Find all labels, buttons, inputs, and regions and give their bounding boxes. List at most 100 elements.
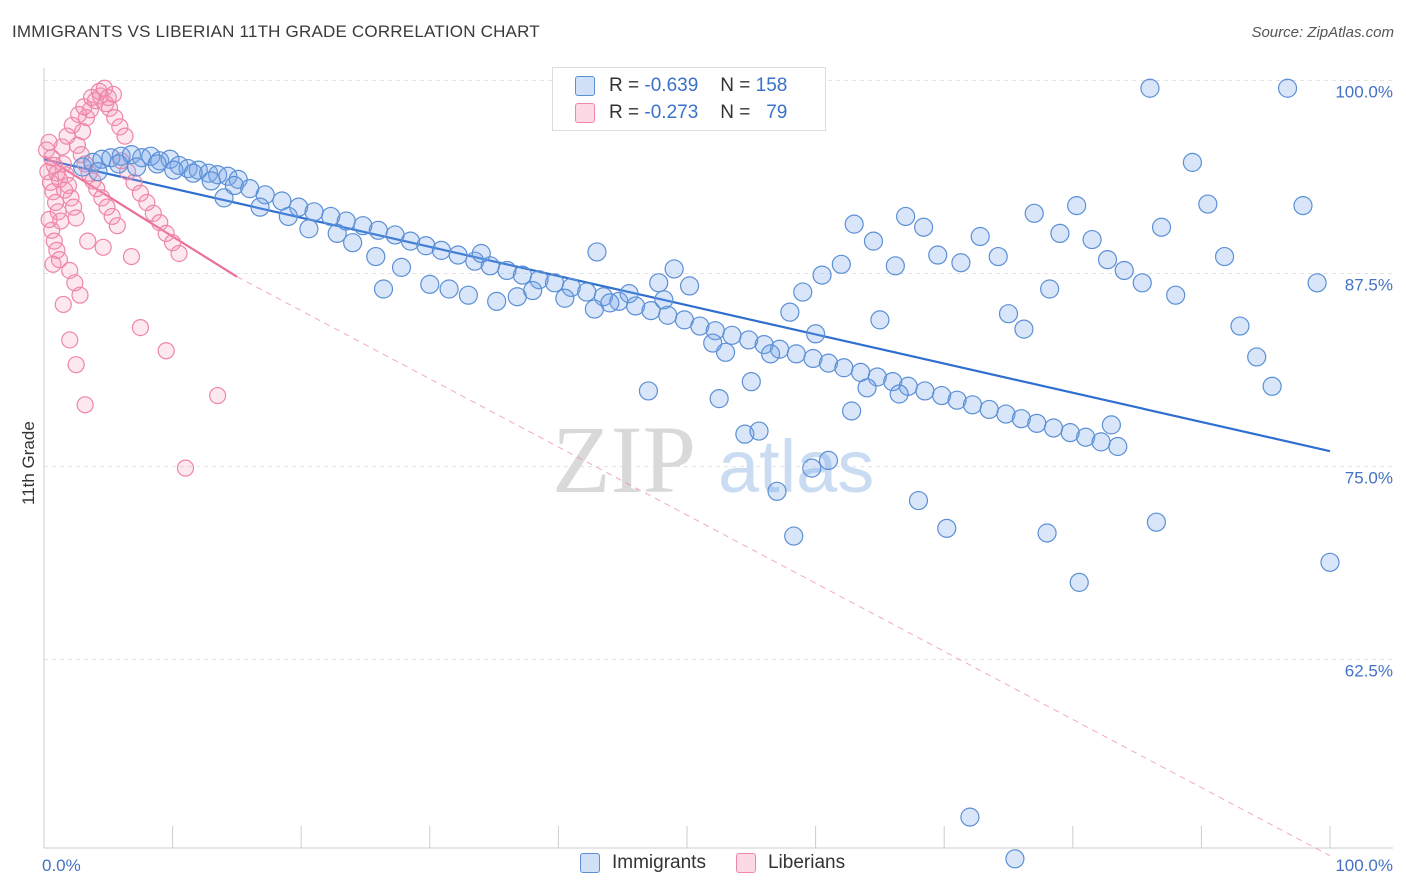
liberians-point	[55, 181, 74, 199]
immigrants-point	[960, 807, 980, 827]
liberians-point	[108, 217, 126, 235]
immigrants-point	[749, 421, 769, 441]
immigrants-point	[1060, 423, 1080, 443]
immigrants-point	[458, 285, 478, 305]
immigrants-point	[722, 325, 742, 345]
immigrants-point	[1132, 273, 1152, 293]
legend-stats: R = -0.639 N = 158 R = -0.273 N = 79	[552, 67, 826, 131]
liberians-point	[100, 99, 119, 117]
liberians-point	[138, 193, 156, 212]
tick-labels: 100.0% 87.5% 75.0% 62.5% 0.0% 100.0%	[42, 83, 1393, 875]
liberians-point	[95, 79, 114, 97]
immigrants-point	[255, 185, 275, 205]
liberians-point	[122, 247, 141, 266]
liberians-point	[144, 204, 162, 222]
immigrants-point	[201, 171, 221, 191]
chart-title: IMMIGRANTS VS LIBERIAN 11TH GRADE CORREL…	[12, 22, 540, 41]
liberians-point	[40, 133, 58, 151]
liberians-point	[50, 170, 69, 188]
liberians-point	[164, 234, 182, 252]
immigrants-point	[1214, 246, 1235, 267]
legend-r-label: R =	[609, 75, 640, 96]
axes	[43, 68, 1393, 849]
immigrants-point	[523, 280, 543, 301]
immigrants-point	[996, 404, 1016, 424]
liberians-point	[176, 459, 195, 477]
immigrants-point	[577, 282, 597, 302]
liberians-point	[44, 255, 62, 273]
immigrants-point	[101, 148, 121, 168]
immigrants-point	[690, 316, 710, 336]
immigrants-point	[1108, 436, 1128, 457]
immigrants-point	[448, 245, 468, 265]
liberians-points	[37, 79, 227, 477]
liberians-point	[125, 173, 143, 192]
legend-r-value: -0.639	[644, 75, 699, 96]
immigrants-point	[754, 334, 774, 355]
immigrants-point	[391, 257, 412, 277]
y-axis-label: 11th Grade	[19, 421, 38, 505]
immigrants-point	[108, 154, 129, 174]
liberians-point	[131, 319, 150, 337]
y-tick-label: 100.0%	[1335, 83, 1393, 102]
immigrants-point	[947, 390, 967, 410]
immigrants-point	[1140, 78, 1160, 98]
immigrants-point	[487, 291, 507, 311]
immigrants-point	[760, 344, 781, 364]
watermark-atlas: atlas	[718, 425, 874, 508]
immigrants-point	[1230, 316, 1250, 336]
legend-swatch-liberians	[575, 103, 595, 123]
immigrants-point	[988, 246, 1008, 267]
liberians-point	[76, 396, 94, 414]
immigrants-point	[741, 372, 761, 392]
immigrants-point	[834, 358, 854, 378]
immigrants-point	[780, 302, 800, 322]
immigrants-point	[600, 293, 620, 313]
liberians-point	[157, 342, 175, 360]
liberians-point	[67, 356, 85, 374]
liberians-point	[98, 198, 116, 216]
immigrants-point	[1277, 78, 1298, 98]
liberians-point	[104, 85, 123, 104]
immigrants-point	[1101, 415, 1121, 435]
immigrants-point	[416, 236, 436, 256]
immigrants-point	[1320, 552, 1340, 572]
legend-item-immigrants: Immigrants	[580, 852, 706, 874]
immigrants-point	[739, 330, 759, 350]
legend-n-value: 158	[755, 75, 788, 96]
immigrants-point	[937, 518, 957, 538]
immigrants-points	[72, 78, 1340, 869]
immigrants-point	[818, 353, 839, 373]
immigrants-point	[767, 481, 787, 501]
immigrants-point	[896, 206, 916, 227]
immigrants-point	[1091, 432, 1111, 452]
immigrants-point	[299, 219, 319, 239]
immigrants-point	[885, 256, 905, 276]
immigrants-point	[561, 277, 581, 298]
immigrants-point	[141, 146, 161, 166]
immigrants-point	[857, 378, 877, 398]
immigrants-point	[304, 202, 324, 222]
immigrants-point	[1182, 152, 1202, 172]
immigrants-point	[1146, 512, 1166, 532]
y-tick-label: 75.0%	[1345, 469, 1393, 488]
immigrants-point	[1067, 196, 1087, 216]
immigrants-point	[1005, 849, 1025, 869]
legend-swatch-liberians	[735, 853, 756, 873]
legend-row-liberians: R = -0.273 N = 79	[575, 99, 787, 127]
legend-item-liberians: Liberians	[735, 852, 845, 874]
liberians-point	[61, 331, 79, 349]
legend-swatch-immigrants	[575, 76, 595, 96]
immigrants-point	[1262, 376, 1282, 396]
legend-swatch-immigrants	[580, 853, 600, 873]
liberians-point	[157, 224, 175, 243]
legend-n-label: N =	[720, 102, 751, 123]
immigrants-point	[497, 260, 517, 281]
immigrants-point	[889, 384, 909, 404]
immigrants-point	[88, 162, 108, 182]
immigrants-point	[1043, 418, 1064, 438]
immigrants-point	[587, 242, 607, 262]
trend-lines	[43, 155, 1331, 857]
immigrants-point	[1293, 196, 1313, 216]
immigrants-point	[803, 348, 823, 369]
